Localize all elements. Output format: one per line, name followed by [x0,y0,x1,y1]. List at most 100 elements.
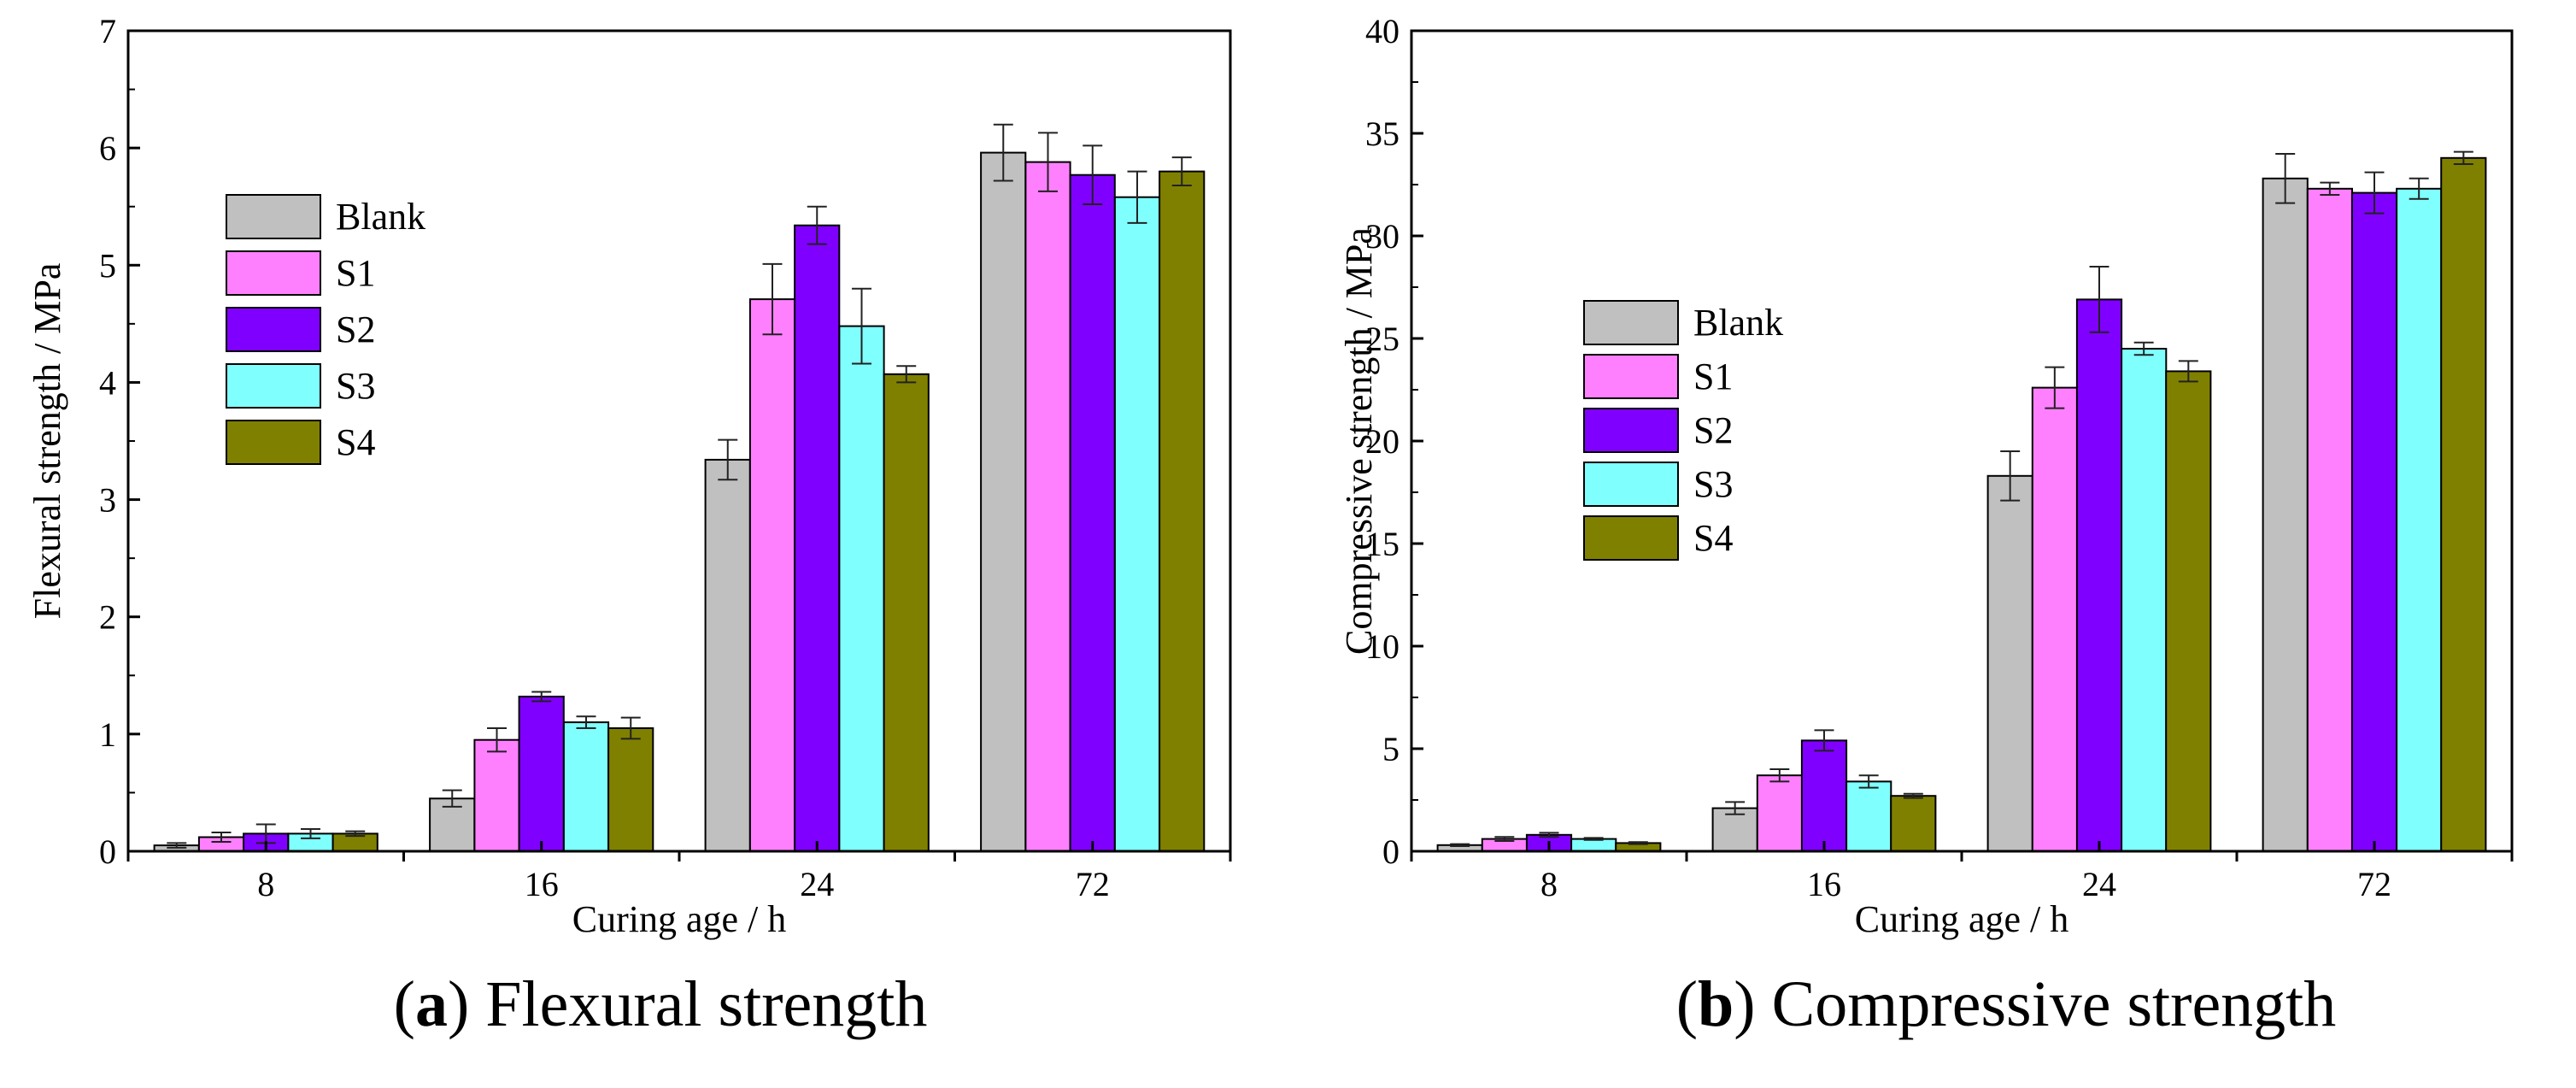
bar-s3-24 [838,325,885,853]
caption: (b) Compressive strength [1676,968,2337,1040]
bar-s4-16 [607,727,654,852]
caption-letter: b [1698,968,1734,1040]
caption-text: ) Compressive strength [1734,968,2336,1040]
bar-s4-24 [883,373,930,852]
error-bar-s1-72 [1038,132,1058,192]
bar-s3-16 [562,721,610,852]
bar-s3-24 [2121,348,2168,852]
legend-swatch-s4 [1583,515,1679,561]
bar-s1-72 [1024,161,1071,853]
error-bar-s4-16 [620,716,641,740]
bar-s1-24 [748,298,796,853]
error-bar-blank-16 [442,789,462,808]
bar-s1-16 [1756,774,1804,853]
y-axis-title: Compressive strength / MPa [1338,227,1380,655]
bar-s1-16 [473,738,520,853]
error-bar-blank-8 [1450,843,1470,847]
error-bar-s2-16 [1814,729,1834,752]
y-tick-label: 25 [1365,320,1399,358]
legend-swatch-blank [1583,300,1679,345]
bar-s1-24 [2031,386,2079,853]
error-bar-blank-16 [1725,801,1746,815]
legend-label-s1: S1 [336,252,375,294]
error-bar-s1-8 [211,832,232,844]
legend-label-s3: S3 [336,365,375,407]
legend-label-s3: S3 [1693,463,1733,505]
error-bar-s2-72 [1083,144,1103,205]
bar-s2-24 [2075,298,2123,852]
error-bar-blank-8 [167,842,187,849]
error-bar-s3-24 [2133,341,2154,356]
chart-panel-a: 0 1 2 3 4 5 6 7 8 16 24 72 Curing age / h Flexural st… [26,12,1232,1040]
x-axis-title: Curing age / h [572,898,787,940]
bar-s2-72 [2350,191,2398,853]
legend-label-s1: S1 [1693,356,1733,397]
y-tick-label: 1 [99,715,116,754]
y-tick-label: 0 [99,832,116,871]
x-tick-label-24: 24 [800,865,834,903]
legend-label-s4: S4 [336,421,375,463]
bar-s4-72 [1159,170,1206,853]
legend: Blank S1 S2 S3 S4 [1583,300,1783,561]
caption-text: ) Flexural strength [448,968,927,1040]
x-tick-label-24: 24 [2082,865,2116,903]
error-bar-s1-16 [487,727,507,753]
error-bar-blank-24 [718,438,738,481]
bar-s2-16 [1800,739,1848,853]
y-tick-label: 4 [99,363,116,402]
y-tick-label: 35 [1365,115,1399,153]
legend-swatch-blank [226,194,321,239]
x-axis-title: Curing age / h [1855,898,2069,940]
error-bar-s3-8 [1583,837,1604,841]
y-tick-label: 20 [1365,422,1399,461]
legend-swatch-s2 [1583,408,1679,453]
x-tick-label-72: 72 [1076,865,1110,903]
y-tick-label: 3 [99,481,116,520]
legend-label-blank: Blank [1693,302,1783,344]
legend-label-s2: S2 [1693,409,1733,451]
x-tick-label-72: 72 [2357,865,2391,903]
caption-letter: a [415,968,448,1040]
legend-swatch-s2 [226,307,321,352]
bar-blank-24 [704,458,751,853]
legend-swatch-s3 [1583,462,1679,507]
error-bar-blank-24 [2000,450,2021,502]
error-bar-s1-8 [1494,836,1515,842]
legend-swatch-s3 [226,363,321,409]
bar-s2-16 [518,696,565,852]
error-bar-s3-72 [1127,170,1147,224]
bar-s2-24 [794,224,841,852]
y-tick-label: 0 [1382,832,1399,871]
bar-s3-72 [2396,187,2443,853]
error-bar-s2-72 [2364,171,2385,215]
legend-swatch-s4 [226,420,321,465]
bar-s4-24 [2165,370,2212,852]
legend: Blank S1 S2 S3 S4 [226,194,425,465]
error-bar-s4-24 [2178,360,2198,383]
x-tick-label-16: 16 [525,865,559,903]
legend-swatch-s1 [1583,354,1679,399]
error-bar-s1-16 [1769,768,1790,783]
error-bar-s3-24 [852,287,871,365]
error-bar-s2-16 [531,691,552,703]
error-bar-s3-8 [301,827,320,839]
y-tick-label: 30 [1365,217,1399,256]
error-bar-s2-24 [807,205,827,245]
chart-panel-b: 0 5 10 15 20 25 30 35 40 8 16 24 72 Curing age / h Com… [1338,12,2514,1040]
legend-label-s2: S2 [336,309,375,350]
error-bar-s4-8 [345,830,366,838]
error-bar-s3-72 [2409,177,2429,200]
error-bar-s4-72 [1171,156,1192,187]
x-tick-label-16: 16 [1807,865,1841,903]
bar-blank-72 [2262,177,2309,853]
error-bar-s3-16 [576,715,596,729]
bar-s4-72 [2440,156,2487,853]
error-bar-s4-24 [896,365,917,384]
y-tick-label: 10 [1365,627,1399,666]
y-tick-label: 6 [99,129,116,168]
y-tick-label: 7 [99,12,116,50]
error-bar-s4-8 [1628,841,1648,845]
x-tick-label-8: 8 [1540,865,1558,903]
bar-s2-72 [1069,173,1116,852]
